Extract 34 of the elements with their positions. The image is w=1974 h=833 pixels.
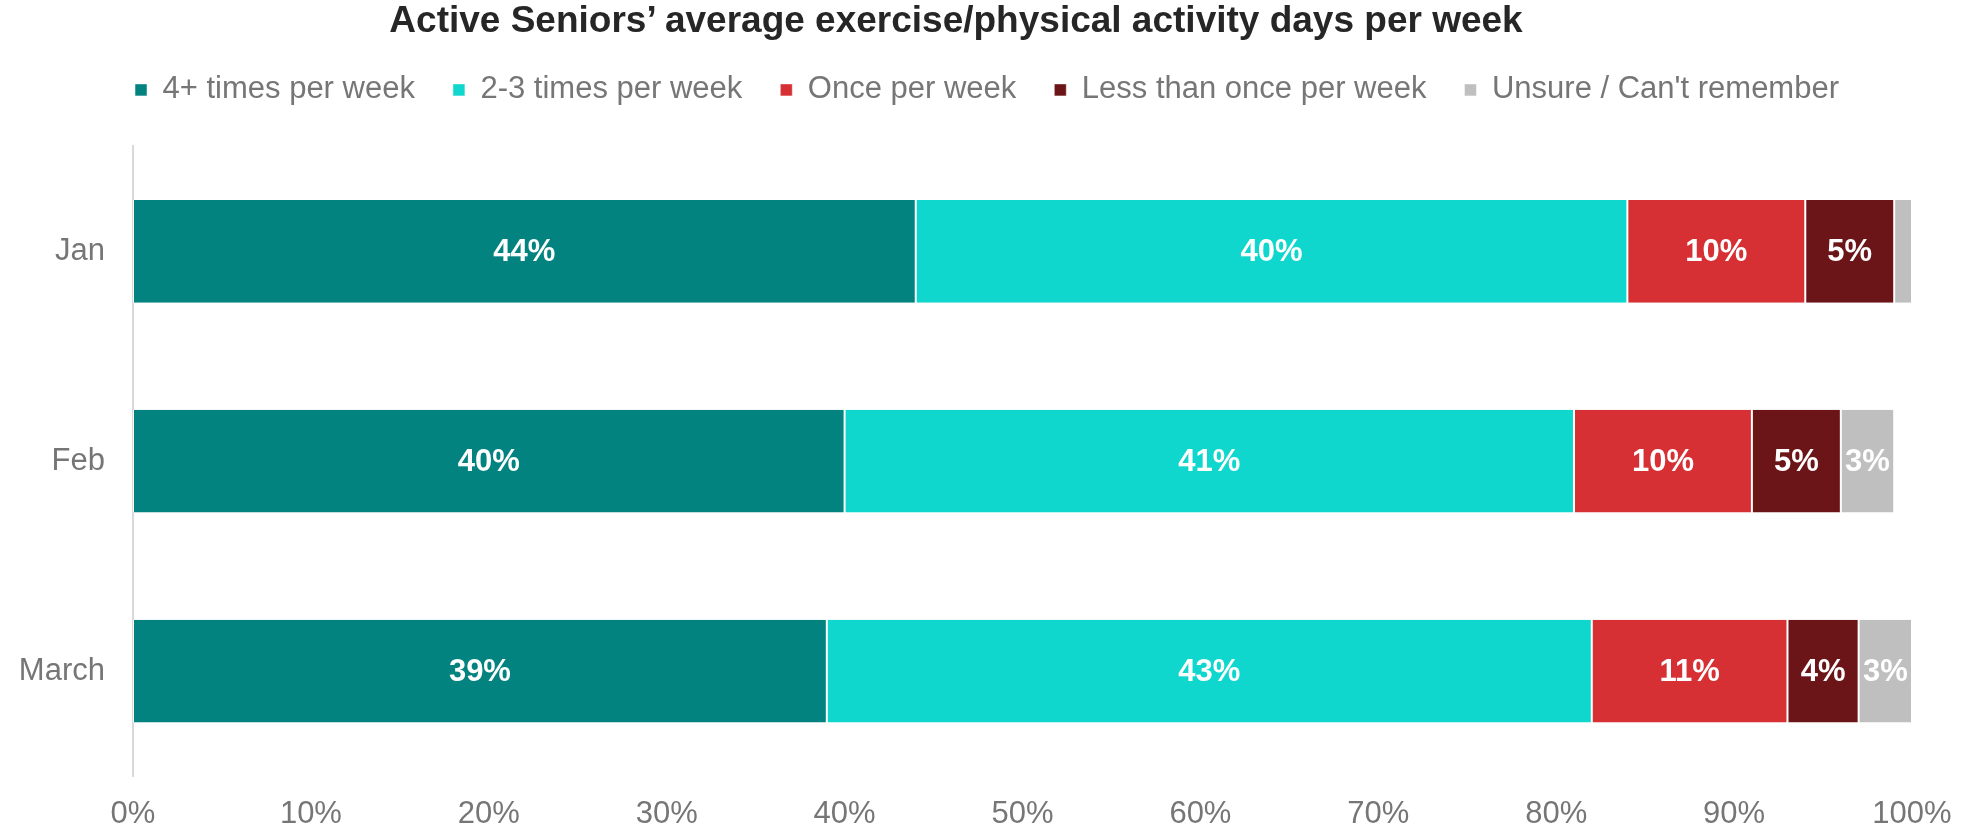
data-label: 11% bbox=[1659, 652, 1720, 688]
x-tick-label: 90% bbox=[1703, 795, 1766, 831]
chart-title: Active Seniors’ average exercise/physical activity days per week bbox=[389, 0, 1524, 41]
y-tick-label: Feb bbox=[51, 441, 105, 477]
data-label: 40% bbox=[457, 442, 520, 478]
data-label: 5% bbox=[1773, 442, 1819, 478]
x-tick-label: 50% bbox=[991, 795, 1054, 831]
legend-label: 4+ times per week bbox=[162, 70, 416, 106]
x-tick-label: 30% bbox=[635, 795, 698, 831]
x-tick-label: 20% bbox=[457, 795, 520, 831]
x-tick-label: 40% bbox=[813, 795, 876, 831]
x-tick-label: 10% bbox=[279, 795, 342, 831]
data-label: 10% bbox=[1631, 442, 1694, 478]
legend-label: Once per week bbox=[807, 70, 1017, 106]
y-tick-label: March bbox=[18, 651, 105, 687]
x-tick-label: 70% bbox=[1347, 795, 1410, 831]
y-tick-label: Jan bbox=[55, 231, 105, 267]
data-label: 43% bbox=[1178, 652, 1241, 688]
data-label: 5% bbox=[1827, 232, 1873, 268]
data-label: 40% bbox=[1240, 232, 1303, 268]
x-tick-label: 80% bbox=[1525, 795, 1588, 831]
x-tick-label: 60% bbox=[1169, 795, 1232, 831]
data-label: 10% bbox=[1685, 232, 1748, 268]
legend-label: 2-3 times per week bbox=[480, 70, 743, 106]
legend-label: Less than once per week bbox=[1081, 70, 1427, 106]
data-label: 3% bbox=[1862, 652, 1908, 688]
x-tick-label: 0% bbox=[110, 795, 156, 831]
x-tick-label: 100% bbox=[1872, 795, 1952, 831]
data-label: 44% bbox=[493, 232, 556, 268]
legend-label: Unsure / Can't remember bbox=[1491, 70, 1840, 106]
data-label: 41% bbox=[1178, 442, 1241, 478]
data-label: 39% bbox=[448, 652, 511, 688]
data-label: 3% bbox=[1845, 442, 1890, 478]
data-label: 4% bbox=[1800, 652, 1846, 688]
